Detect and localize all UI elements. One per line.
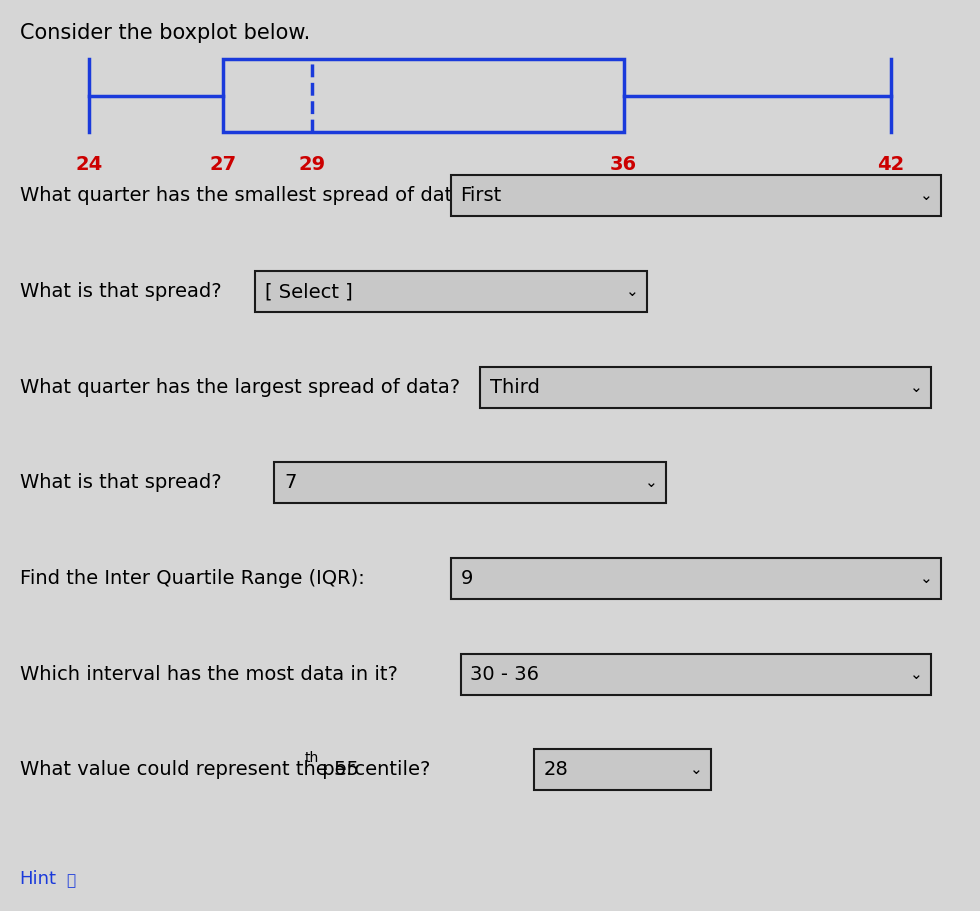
Text: ⌄: ⌄	[689, 763, 703, 777]
Text: Which interval has the most data in it?: Which interval has the most data in it?	[20, 665, 398, 683]
Text: Consider the boxplot below.: Consider the boxplot below.	[20, 23, 310, 43]
Text: percentile?: percentile?	[316, 761, 430, 779]
Text: ⌄: ⌄	[919, 571, 933, 586]
Text: ⌄: ⌄	[909, 380, 923, 394]
Text: 28: 28	[544, 761, 568, 779]
Text: 7: 7	[284, 474, 297, 492]
Text: What quarter has the smallest spread of data?: What quarter has the smallest spread of …	[20, 187, 474, 205]
Text: 42: 42	[877, 155, 905, 174]
Text: [ Select ]: [ Select ]	[265, 282, 353, 301]
FancyBboxPatch shape	[480, 366, 931, 407]
Text: ⧉: ⧉	[67, 874, 75, 888]
Text: Find the Inter Quartile Range (IQR):: Find the Inter Quartile Range (IQR):	[20, 569, 365, 588]
Text: 30 - 36: 30 - 36	[470, 665, 539, 683]
Text: ⌄: ⌄	[909, 667, 923, 681]
Text: What is that spread?: What is that spread?	[20, 474, 221, 492]
Text: th: th	[304, 751, 318, 765]
Text: What value could represent the 55: What value could represent the 55	[20, 761, 359, 779]
FancyBboxPatch shape	[534, 749, 710, 790]
FancyBboxPatch shape	[255, 271, 647, 312]
Text: 9: 9	[461, 569, 473, 588]
Text: 27: 27	[209, 155, 236, 174]
Text: 36: 36	[611, 155, 637, 174]
FancyBboxPatch shape	[461, 654, 931, 694]
Text: ⌄: ⌄	[645, 476, 659, 490]
Text: 29: 29	[298, 155, 325, 174]
Text: ⌄: ⌄	[625, 284, 639, 299]
FancyBboxPatch shape	[451, 175, 941, 216]
Text: ⌄: ⌄	[919, 189, 933, 203]
Text: First: First	[461, 187, 502, 205]
Text: Hint: Hint	[20, 870, 57, 888]
Text: What is that spread?: What is that spread?	[20, 282, 221, 301]
FancyBboxPatch shape	[451, 558, 941, 599]
Text: Third: Third	[490, 378, 540, 396]
FancyBboxPatch shape	[274, 462, 666, 503]
Text: What quarter has the largest spread of data?: What quarter has the largest spread of d…	[20, 378, 460, 396]
Text: 24: 24	[75, 155, 103, 174]
